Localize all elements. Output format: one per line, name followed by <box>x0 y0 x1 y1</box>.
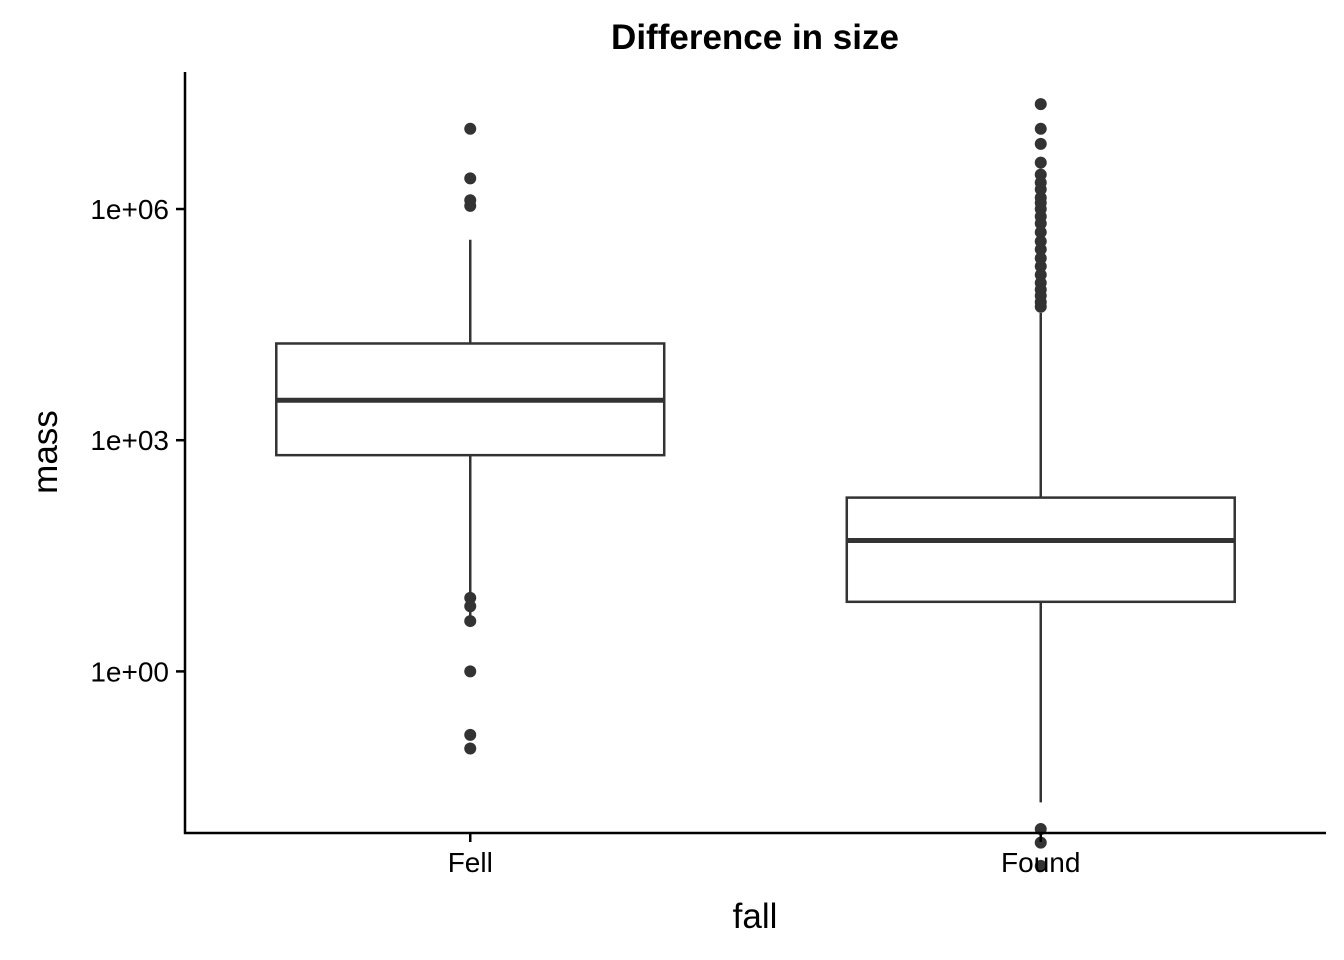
x-tick-label: Found <box>1001 847 1080 878</box>
chart-title: Difference in size <box>611 18 899 57</box>
outlier-point <box>464 591 477 604</box>
y-axis-ticks: 1e+00 1e+03 1e+06 <box>90 194 185 687</box>
outlier-point <box>1034 183 1047 196</box>
box-group-found <box>845 98 1236 872</box>
x-axis-ticks: Fell Found <box>448 833 1080 878</box>
y-tick-label: 1e+06 <box>90 194 169 225</box>
outlier-point <box>1034 260 1047 273</box>
outlier-point <box>464 665 477 678</box>
outlier-point <box>1034 300 1047 313</box>
outlier-point <box>464 600 477 613</box>
outlier-point <box>1034 156 1047 169</box>
outlier-point <box>1034 252 1047 265</box>
outlier-point <box>1034 137 1047 150</box>
y-tick-label: 1e+03 <box>90 425 169 456</box>
box-group-fell <box>275 122 666 755</box>
outlier-point <box>1034 217 1047 230</box>
outlier-point <box>1034 836 1047 849</box>
outlier-point <box>1034 243 1047 256</box>
outlier-point <box>1034 226 1047 239</box>
outlier-point <box>464 199 477 212</box>
outlier-point <box>464 172 477 185</box>
outlier-point <box>1034 859 1047 872</box>
outlier-point <box>464 742 477 755</box>
outlier-point <box>464 615 477 628</box>
box-iqr <box>845 496 1236 604</box>
outlier-point <box>1034 98 1047 111</box>
y-axis-title: mass <box>26 410 65 494</box>
plot-area <box>275 98 1236 872</box>
outlier-point <box>464 122 477 135</box>
y-tick-label: 1e+00 <box>90 656 169 687</box>
outlier-point <box>1034 122 1047 135</box>
x-axis-title: fall <box>733 897 778 936</box>
x-tick-label: Fell <box>448 847 493 878</box>
outlier-point <box>464 728 477 741</box>
